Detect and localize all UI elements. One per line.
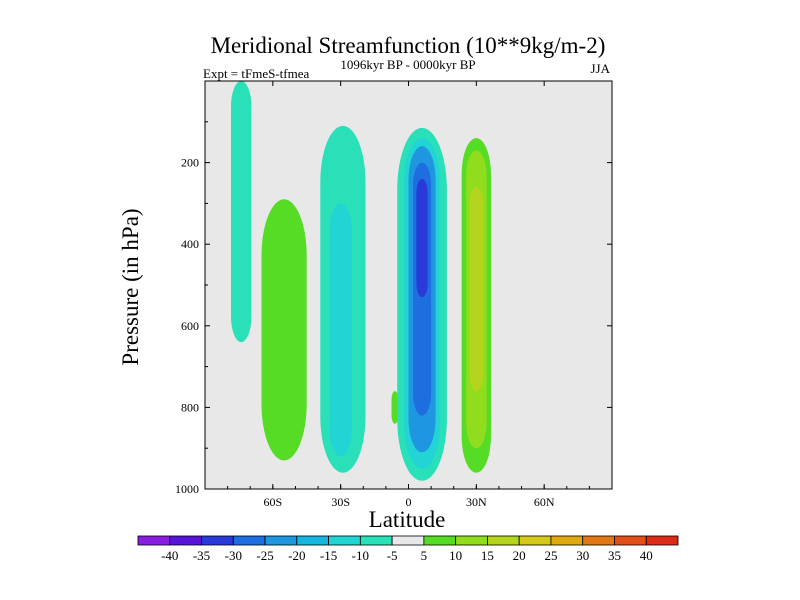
colorbar-swatch bbox=[359, 535, 393, 546]
colorbar-label: 10 bbox=[449, 548, 462, 563]
colorbar-label: -20 bbox=[288, 548, 305, 563]
x-tick-label: 60S bbox=[263, 495, 282, 509]
colorbar-label: -15 bbox=[320, 548, 337, 563]
contour-layer bbox=[231, 81, 491, 481]
y-tick-label: 800 bbox=[181, 400, 199, 414]
colorbar-swatch bbox=[550, 535, 584, 546]
x-axis-label: Latitude bbox=[369, 507, 446, 532]
colorbar-label: 25 bbox=[544, 548, 557, 563]
colorbar-swatch bbox=[169, 535, 202, 546]
contour-region-0 bbox=[231, 81, 252, 343]
contour-region-12 bbox=[469, 187, 484, 392]
plot-area: 60S 30S 0 30N 60N 200 400 600 800 1000 bbox=[175, 80, 613, 509]
contour-region-1 bbox=[261, 199, 307, 461]
y-tick-label: 1000 bbox=[175, 482, 199, 496]
left-subtitle: Expt = tFmeS-tfmea bbox=[203, 66, 309, 81]
colorbar-label: -40 bbox=[161, 548, 178, 563]
colorbar-label: -35 bbox=[193, 548, 210, 563]
colorbar-swatch bbox=[296, 535, 329, 546]
colorbar-label: -10 bbox=[352, 548, 369, 563]
colorbar-label: 30 bbox=[576, 548, 589, 563]
colorbar-swatch bbox=[614, 535, 647, 546]
x-tick-label: 60N bbox=[534, 495, 555, 509]
x-tick-label: 0 bbox=[406, 495, 412, 509]
right-subtitle: JJA bbox=[590, 61, 610, 76]
y-tick-label: 400 bbox=[181, 237, 199, 251]
colorbar-swatch bbox=[455, 535, 488, 546]
x-axis: 60S 30S 0 30N 60N bbox=[227, 81, 590, 509]
center-subtitle: 1096kyr BP - 0000kyr BP bbox=[340, 57, 475, 72]
contour-region-4 bbox=[391, 391, 399, 424]
colorbar-swatch bbox=[137, 535, 171, 546]
colorbar-label: 35 bbox=[608, 548, 621, 563]
colorbar-swatch bbox=[487, 535, 520, 546]
colorbar: -40 -35 -30 -25 -20 -15 -10 -5 5 10 15 20 25 30 35 40 bbox=[137, 535, 679, 563]
colorbar-swatch bbox=[645, 535, 679, 546]
colorbar-label: -5 bbox=[387, 548, 398, 563]
colorbar-swatch bbox=[201, 535, 234, 546]
colorbar-swatch bbox=[232, 535, 266, 546]
chart-title: Meridional Streamfunction (10**9kg/m-2) bbox=[211, 33, 606, 58]
colorbar-label: 5 bbox=[421, 548, 428, 563]
colorbar-label: 40 bbox=[640, 548, 653, 563]
colorbar-swatch bbox=[328, 535, 361, 546]
contour-region-9 bbox=[416, 178, 428, 298]
colorbar-label: -25 bbox=[256, 548, 273, 563]
colorbar-label: -30 bbox=[225, 548, 242, 563]
x-tick-label: 30S bbox=[331, 495, 350, 509]
x-tick-label: 30N bbox=[466, 495, 487, 509]
colorbar-label: 15 bbox=[481, 548, 494, 563]
contour-region-3 bbox=[329, 203, 352, 457]
colorbar-label: 20 bbox=[513, 548, 526, 563]
y-tick-label: 200 bbox=[181, 156, 199, 170]
y-axis-label: Pressure (in hPa) bbox=[118, 208, 143, 365]
y-tick-label: 600 bbox=[181, 319, 199, 333]
colorbar-swatch bbox=[582, 535, 615, 546]
y-axis: 200 400 600 800 1000 bbox=[175, 121, 612, 496]
colorbar-swatch bbox=[391, 535, 425, 546]
colorbar-swatch bbox=[423, 535, 457, 546]
colorbar-swatch bbox=[518, 535, 552, 546]
colorbar-swatch bbox=[264, 535, 298, 546]
